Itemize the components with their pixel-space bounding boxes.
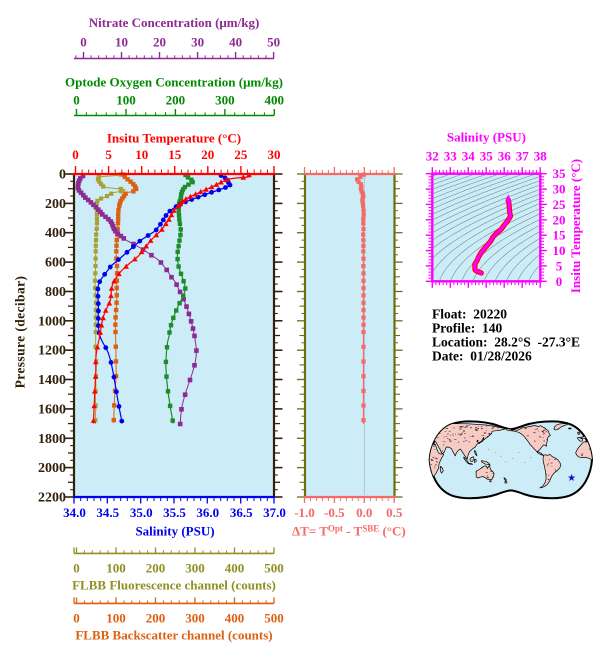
svg-text:2000: 2000 bbox=[38, 461, 66, 476]
svg-text:1000: 1000 bbox=[38, 314, 66, 329]
svg-text:Float: 20220: Float: 20220 bbox=[432, 307, 507, 322]
svg-text:34.0: 34.0 bbox=[63, 505, 86, 520]
svg-text:0: 0 bbox=[80, 35, 87, 50]
svg-text:36.0: 36.0 bbox=[196, 505, 219, 520]
svg-text:300: 300 bbox=[185, 561, 205, 576]
svg-text:1600: 1600 bbox=[38, 402, 66, 417]
svg-text:10: 10 bbox=[135, 147, 148, 162]
svg-text:200: 200 bbox=[166, 93, 186, 108]
svg-text:0: 0 bbox=[556, 274, 563, 289]
svg-text:0: 0 bbox=[73, 561, 80, 576]
svg-text:35: 35 bbox=[553, 166, 567, 181]
svg-text:35.0: 35.0 bbox=[130, 505, 153, 520]
svg-text:36.5: 36.5 bbox=[230, 505, 253, 520]
svg-text:Insitu Temperature (°C): Insitu Temperature (°C) bbox=[107, 131, 241, 146]
svg-text:0: 0 bbox=[73, 93, 80, 108]
svg-text:0: 0 bbox=[72, 147, 79, 162]
svg-text:34: 34 bbox=[462, 149, 476, 164]
svg-text:25: 25 bbox=[553, 197, 567, 212]
svg-text:30: 30 bbox=[268, 147, 281, 162]
svg-text:36: 36 bbox=[498, 149, 512, 164]
svg-text:Insitu Temperature (°C): Insitu Temperature (°C) bbox=[568, 159, 583, 293]
svg-text:35: 35 bbox=[480, 149, 494, 164]
svg-text:Salinity (PSU): Salinity (PSU) bbox=[135, 524, 214, 539]
svg-text:30: 30 bbox=[553, 182, 566, 197]
svg-text:1400: 1400 bbox=[38, 373, 66, 388]
svg-text:400: 400 bbox=[265, 93, 285, 108]
svg-text:Salinity (PSU): Salinity (PSU) bbox=[447, 130, 526, 145]
svg-text:30: 30 bbox=[191, 35, 204, 50]
svg-text:32: 32 bbox=[426, 149, 439, 164]
svg-text:33: 33 bbox=[444, 149, 458, 164]
svg-text:100: 100 bbox=[116, 93, 136, 108]
svg-text:35.5: 35.5 bbox=[163, 505, 186, 520]
svg-text:600: 600 bbox=[45, 256, 66, 271]
svg-text:ΔT= TOpt - TSBE (°C): ΔT= TOpt - TSBE (°C) bbox=[292, 524, 406, 539]
svg-text:100: 100 bbox=[106, 611, 126, 626]
svg-text:50: 50 bbox=[267, 35, 280, 50]
svg-text:0: 0 bbox=[59, 168, 66, 183]
svg-text:20: 20 bbox=[201, 147, 214, 162]
svg-text:5: 5 bbox=[105, 147, 112, 162]
svg-text:37.0: 37.0 bbox=[263, 505, 286, 520]
svg-text:300: 300 bbox=[215, 93, 235, 108]
svg-text:400: 400 bbox=[225, 561, 245, 576]
svg-text:FLBB Backscatter channel (coun: FLBB Backscatter channel (counts) bbox=[75, 628, 272, 643]
svg-text:-1.0: -1.0 bbox=[294, 505, 315, 520]
svg-text:200: 200 bbox=[146, 561, 166, 576]
svg-text:25: 25 bbox=[234, 147, 248, 162]
svg-text:Optode Oxygen Concentration (μ: Optode Oxygen Concentration (μm/kg) bbox=[65, 75, 283, 90]
svg-text:0: 0 bbox=[73, 611, 80, 626]
svg-text:400: 400 bbox=[45, 226, 66, 241]
svg-text:300: 300 bbox=[185, 611, 205, 626]
svg-text:15: 15 bbox=[553, 228, 567, 243]
svg-text:10: 10 bbox=[115, 35, 128, 50]
svg-text:40: 40 bbox=[229, 35, 242, 50]
svg-text:400: 400 bbox=[225, 611, 245, 626]
svg-text:37: 37 bbox=[516, 149, 530, 164]
svg-text:1800: 1800 bbox=[38, 432, 66, 447]
svg-text:10: 10 bbox=[553, 243, 566, 258]
svg-text:1200: 1200 bbox=[38, 344, 66, 359]
svg-text:800: 800 bbox=[45, 285, 66, 300]
svg-text:Date: 01/28/2026: Date: 01/28/2026 bbox=[432, 349, 532, 364]
svg-text:5: 5 bbox=[556, 258, 563, 273]
svg-text:2200: 2200 bbox=[38, 491, 66, 506]
svg-text:20: 20 bbox=[153, 35, 166, 50]
svg-text:Location: 28.2°S -27.3°E: Location: 28.2°S -27.3°E bbox=[432, 335, 580, 350]
svg-text:38: 38 bbox=[534, 149, 548, 164]
svg-text:FLBB Fluorescence channel (cou: FLBB Fluorescence channel (counts) bbox=[72, 578, 276, 593]
svg-text:200: 200 bbox=[45, 197, 66, 212]
svg-text:500: 500 bbox=[264, 561, 284, 576]
svg-text:200: 200 bbox=[146, 611, 166, 626]
svg-text:34.5: 34.5 bbox=[96, 505, 119, 520]
svg-text:Pressure (decibar): Pressure (decibar) bbox=[13, 276, 28, 389]
svg-text:0.0: 0.0 bbox=[356, 505, 372, 520]
svg-text:500: 500 bbox=[264, 611, 284, 626]
svg-text:-0.5: -0.5 bbox=[324, 505, 345, 520]
svg-text:100: 100 bbox=[106, 561, 126, 576]
svg-text:Nitrate Concentration (μm/kg): Nitrate Concentration (μm/kg) bbox=[89, 15, 260, 30]
svg-text:15: 15 bbox=[168, 147, 182, 162]
svg-text:0.5: 0.5 bbox=[386, 505, 403, 520]
svg-text:Profile: 140: Profile: 140 bbox=[432, 321, 502, 336]
svg-text:20: 20 bbox=[553, 212, 566, 227]
